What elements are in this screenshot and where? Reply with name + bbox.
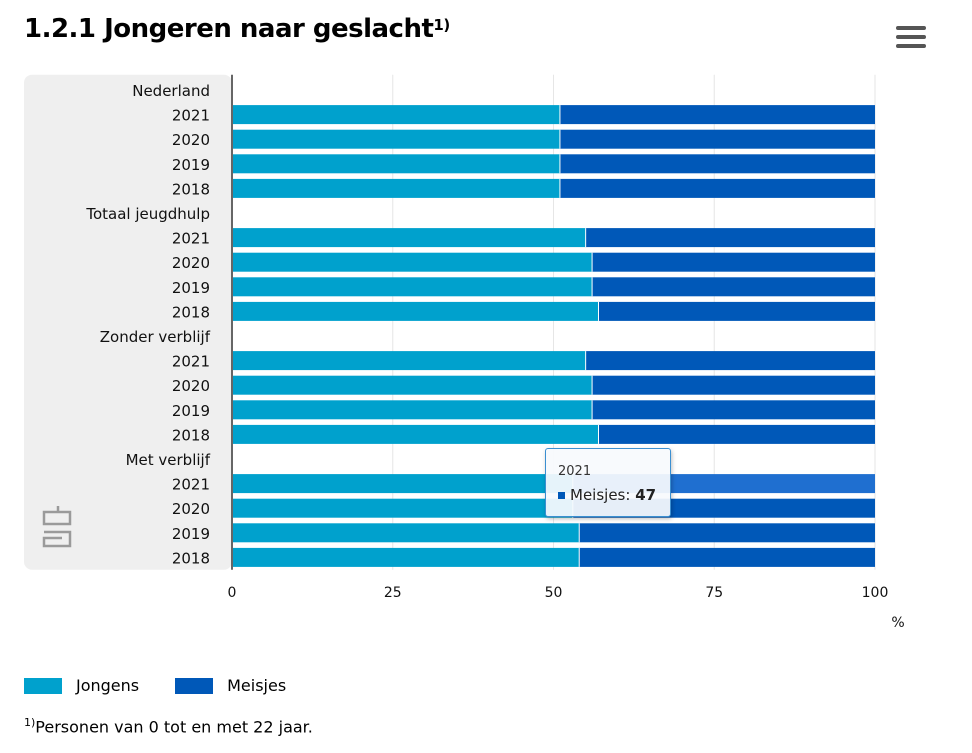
year-label: 2018 <box>172 426 210 444</box>
menu-line <box>896 35 926 39</box>
menu-line <box>896 26 926 30</box>
year-label: 2020 <box>172 254 210 272</box>
legend-swatch-jongens <box>24 677 62 694</box>
group-label: Met verblijf <box>126 451 211 469</box>
bar-jongens <box>232 424 599 444</box>
tooltip-body: Meisjes: 47 <box>558 486 656 504</box>
tooltip-value: 47 <box>635 486 657 504</box>
legend-item-jongens[interactable]: Jongens <box>24 676 139 695</box>
bar-jongens <box>232 105 560 125</box>
menu-line <box>896 44 926 48</box>
chart-title-text: 1.2.1 Jongeren naar geslacht <box>24 14 434 44</box>
bar-jongens <box>232 277 593 297</box>
bar-meisjes <box>592 375 875 395</box>
group-label: Zonder verblijf <box>100 328 211 346</box>
footnote-text: Personen van 0 tot en met 22 jaar. <box>35 717 313 737</box>
x-tick-label: 75 <box>705 585 723 601</box>
year-label: 2018 <box>172 180 210 198</box>
group-label: Totaal jeugdhulp <box>85 205 210 223</box>
legend-label-jongens: Jongens <box>76 676 140 695</box>
bar-jongens <box>232 375 593 395</box>
chart-legend: Jongens Meisjes <box>24 676 322 695</box>
year-label: 2019 <box>172 525 210 543</box>
bar-meisjes <box>579 523 875 543</box>
bar-jongens <box>232 400 593 420</box>
chart-title-footnote-ref: 1) <box>433 16 450 34</box>
chart-tooltip: 2021 Meisjes: 47 <box>545 448 671 517</box>
year-label: 2019 <box>172 156 210 174</box>
bar-jongens <box>232 252 593 272</box>
bar-jongens <box>232 351 586 371</box>
x-tick-label: 0 <box>228 585 237 601</box>
year-label: 2020 <box>172 500 210 518</box>
x-axis-unit: % <box>891 615 904 631</box>
bar-meisjes <box>585 228 875 248</box>
footnote-ref: 1) <box>24 716 36 729</box>
category-panel <box>24 74 232 570</box>
bar-meisjes <box>592 277 875 297</box>
year-label: 2021 <box>172 476 210 494</box>
bar-meisjes <box>592 252 875 272</box>
hamburger-menu-icon[interactable] <box>896 26 926 52</box>
x-tick-label: 25 <box>384 585 402 601</box>
year-label: 2018 <box>172 303 210 321</box>
bar-meisjes <box>559 178 875 198</box>
bar-meisjes <box>592 400 875 420</box>
bar-jongens <box>232 154 560 174</box>
chart-title: 1.2.1 Jongeren naar geslacht1) <box>24 14 450 44</box>
bar-jongens <box>232 228 586 248</box>
tooltip-series-marker <box>558 492 565 499</box>
bar-meisjes <box>585 351 875 371</box>
bar-meisjes <box>579 547 875 567</box>
legend-swatch-meisjes <box>175 677 214 694</box>
x-tick-label: 50 <box>545 585 563 601</box>
bar-jongens <box>232 474 573 494</box>
bar-meisjes <box>598 424 875 444</box>
year-label: 2021 <box>172 353 210 371</box>
legend-label-meisjes: Meisjes <box>227 676 287 695</box>
bar-meisjes <box>598 301 875 321</box>
cbs-logo-icon <box>42 506 72 548</box>
year-label: 2020 <box>172 377 210 395</box>
group-label: Nederland <box>132 82 210 100</box>
year-label: 2018 <box>172 549 210 567</box>
bar-jongens <box>232 523 580 543</box>
footnote: 1)Personen van 0 tot en met 22 jaar. <box>24 716 313 736</box>
year-label: 2019 <box>172 402 210 420</box>
year-label: 2021 <box>172 107 210 125</box>
bar-chart: Nederland 2021 2020 2019 2018 Totaal jeugdhul… <box>24 74 905 631</box>
tooltip-header: 2021 <box>558 464 592 479</box>
bar-meisjes <box>559 154 875 174</box>
bar-jongens <box>232 178 560 198</box>
bar-meisjes <box>559 129 875 149</box>
legend-item-meisjes[interactable]: Meisjes <box>175 676 286 695</box>
bar-jongens <box>232 129 560 149</box>
bar-meisjes <box>559 105 875 125</box>
year-label: 2020 <box>172 131 210 149</box>
tooltip-series-name: Meisjes <box>570 486 626 504</box>
bar-jongens <box>232 498 573 518</box>
bar-jongens <box>232 301 599 321</box>
year-label: 2021 <box>172 230 210 248</box>
x-tick-label: 100 <box>862 585 889 601</box>
bar-jongens <box>232 547 580 567</box>
year-label: 2019 <box>172 279 210 297</box>
